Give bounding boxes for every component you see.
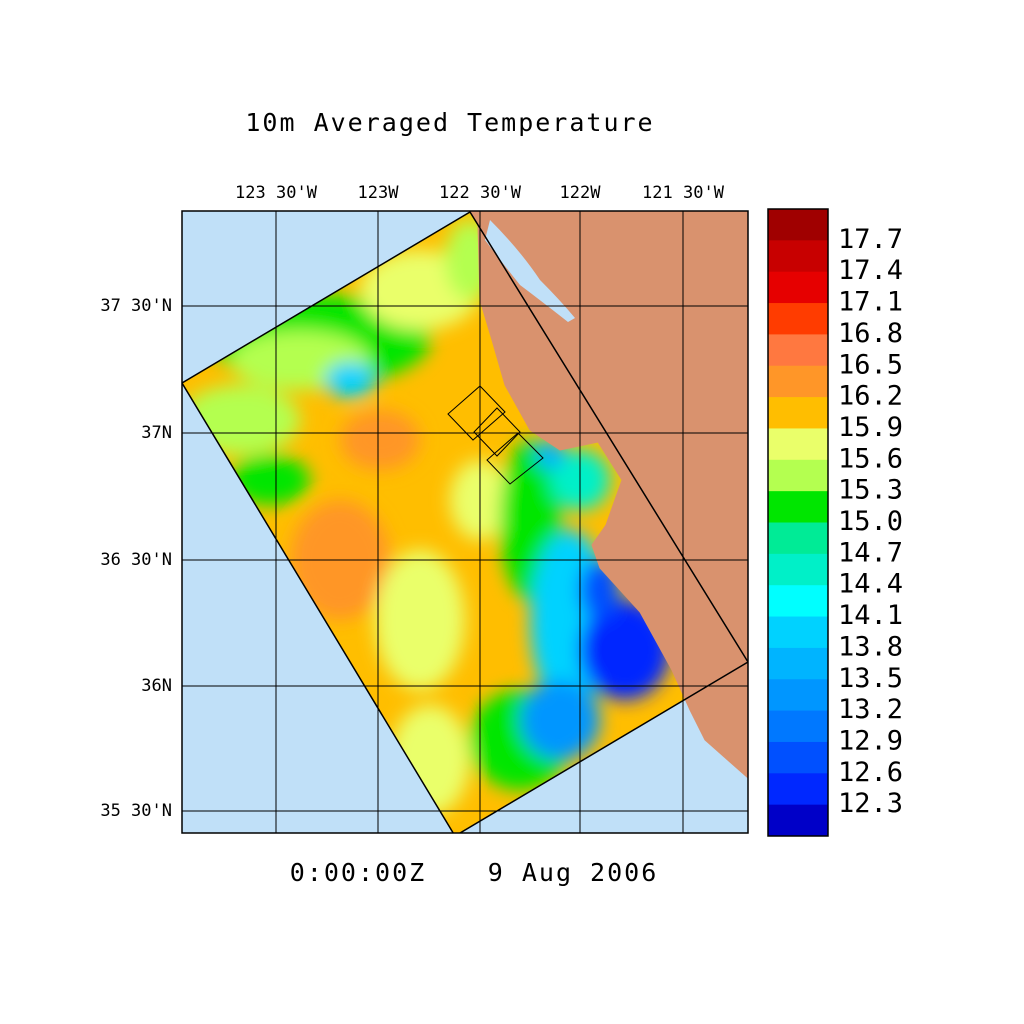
colorbar-label: 15.6 <box>838 443 903 474</box>
axis-labels: 123 30'W 123W 122 30'W 122W 121 30'W 37 30'N 3… <box>100 183 724 821</box>
colorbar-band <box>768 271 828 304</box>
colorbar-label: 17.4 <box>838 255 903 286</box>
colorbar-band <box>768 240 828 273</box>
lon-label: 123 30'W <box>235 183 318 203</box>
colorbar-label: 15.9 <box>838 412 903 443</box>
colorbar-band <box>768 209 828 241</box>
nest-outline <box>473 407 521 457</box>
colorbar-label: 16.8 <box>838 318 903 349</box>
date: 9 Aug 2006 <box>488 858 659 887</box>
land <box>469 211 748 779</box>
colorbar-band <box>768 585 828 618</box>
map-frame <box>181 210 749 834</box>
lon-label: 122W <box>560 183 602 203</box>
lat-label: 36N <box>141 676 172 696</box>
nest-outline <box>486 432 544 485</box>
colorbar-band <box>768 459 828 492</box>
graticule <box>182 211 748 833</box>
colorbar-band <box>768 773 828 806</box>
colorbar-band <box>768 710 828 743</box>
lat-label: 35 30'N <box>100 801 172 821</box>
colorbar-label: 12.3 <box>838 788 903 819</box>
lat-label: 37 30'N <box>100 296 172 316</box>
colorbar-band <box>768 365 828 398</box>
colorbar-label: 17.7 <box>838 224 903 255</box>
colorbar-band <box>768 679 828 712</box>
colorbar-label: 16.2 <box>838 381 903 412</box>
colorbar-label: 14.4 <box>838 569 903 600</box>
colorbar-band <box>768 647 828 680</box>
colorbar-frame <box>767 208 829 837</box>
lon-label: 121 30'W <box>642 183 725 203</box>
colorbar-band <box>768 428 828 461</box>
colorbar-label: 16.5 <box>838 349 903 380</box>
colorbar-label: 13.2 <box>838 694 903 725</box>
colorbar-band <box>768 522 828 555</box>
colorbar-label: 15.3 <box>838 475 903 506</box>
time: 0:00:00Z <box>290 858 426 887</box>
colorbar: 17.717.417.116.816.516.215.915.615.315.0… <box>767 208 903 837</box>
colorbar-label: 14.7 <box>838 537 903 568</box>
colorbar-band <box>768 397 828 429</box>
lon-label: 123W <box>358 183 400 203</box>
bay <box>485 220 575 322</box>
colorbar-label: 12.6 <box>838 757 903 788</box>
colorbar-band <box>768 334 828 367</box>
nest-outline <box>447 385 506 441</box>
lon-label: 122 30'W <box>439 183 522 203</box>
domain-outline <box>182 211 748 833</box>
colorbar-band <box>768 616 828 649</box>
colorbar-label: 12.9 <box>838 725 903 756</box>
lat-label: 37N <box>141 423 172 443</box>
colorbar-band <box>768 741 828 774</box>
colorbar-band <box>768 491 828 523</box>
colorbar-label: 15.0 <box>838 506 903 537</box>
lat-label: 36 30'N <box>100 550 172 570</box>
colorbar-label: 13.5 <box>838 663 903 694</box>
colorbar-label: 14.1 <box>838 600 903 631</box>
colorbar-band <box>768 303 828 335</box>
map <box>182 211 748 833</box>
colorbar-band <box>768 804 828 837</box>
colorbar-label: 17.1 <box>838 287 903 318</box>
colorbar-band <box>768 553 828 586</box>
colorbar-label: 13.8 <box>838 631 903 662</box>
title: 10m Averaged Temperature <box>245 108 654 137</box>
